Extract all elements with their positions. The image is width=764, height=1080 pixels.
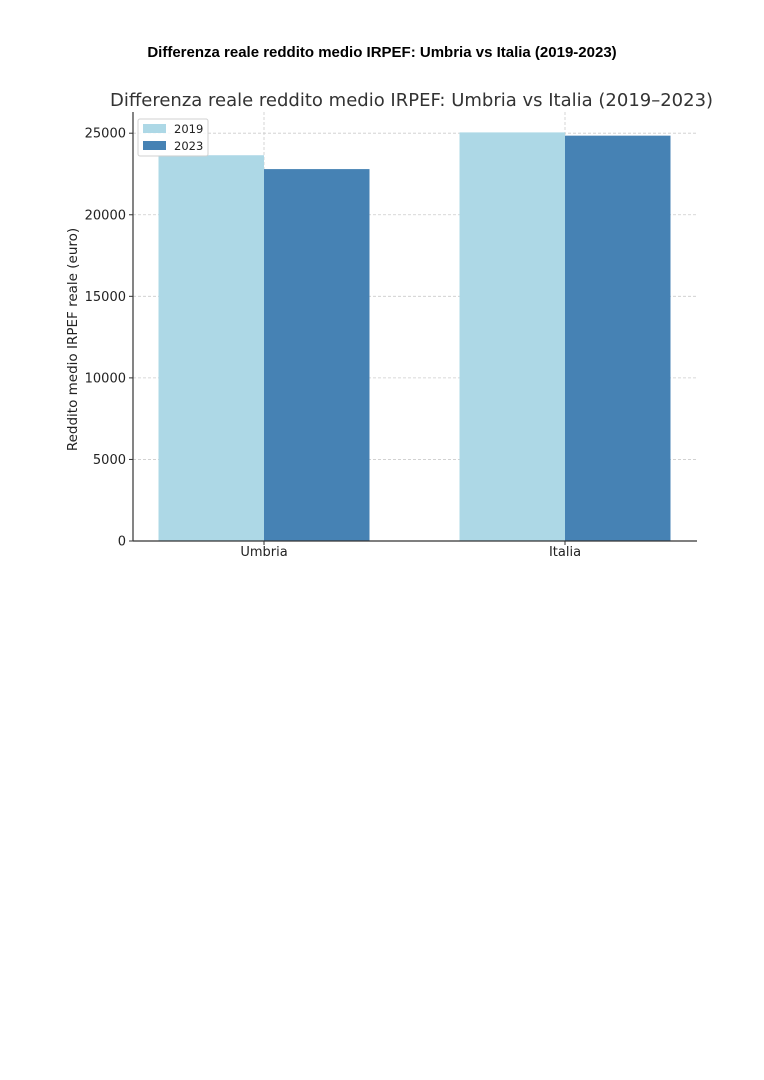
page-heading: Differenza reale reddito medio IRPEF: Um…	[147, 44, 617, 61]
y-axis-label: Reddito medio IRPEF reale (euro)	[65, 228, 81, 451]
axes-layer: 0 5000 10000 15000 20000 25000 Umbria Italia	[85, 112, 697, 560]
bar-italia-2019	[459, 132, 565, 541]
legend-label-2023: 2023	[174, 139, 203, 153]
y-tick-label: 25000	[85, 127, 126, 142]
legend-swatch-2023	[143, 141, 166, 150]
y-tick-label: 5000	[93, 453, 126, 468]
y-tick-label: 20000	[85, 208, 126, 223]
bar-umbria-2023	[264, 169, 370, 541]
bar-italia-2023	[565, 135, 671, 541]
legend: 2019 2023	[137, 118, 209, 157]
y-tick-label: 15000	[85, 290, 126, 305]
y-tick-label: 0	[118, 535, 126, 550]
legend-swatch-2019	[143, 124, 166, 133]
y-tick-label: 10000	[85, 371, 126, 386]
legend-label-2019: 2019	[174, 122, 203, 136]
bars-layer	[158, 132, 671, 541]
x-tick-label-italia: Italia	[549, 545, 581, 560]
bar-umbria-2019	[158, 155, 264, 541]
chart-title: Differenza reale reddito medio IRPEF: Um…	[110, 90, 713, 111]
x-tick-label-umbria: Umbria	[240, 545, 287, 560]
